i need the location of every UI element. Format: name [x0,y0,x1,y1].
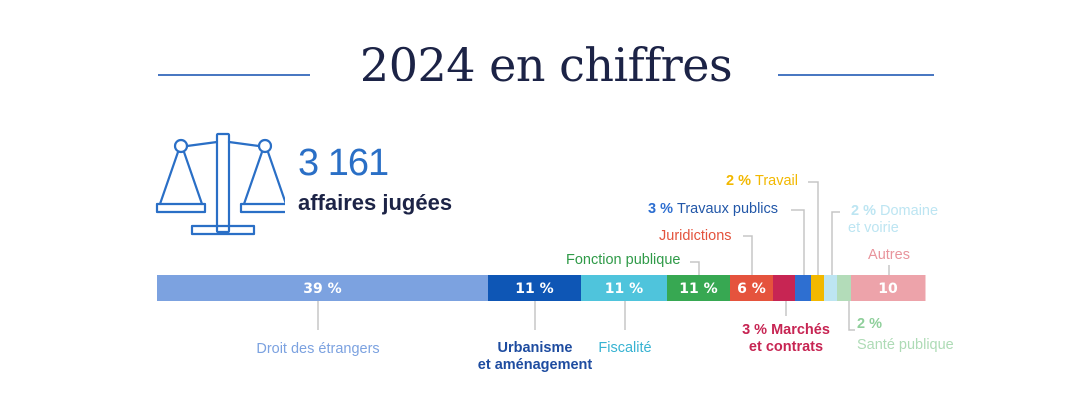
category-label: Fiscalité [598,340,651,356]
leader-line [831,211,840,275]
bar-segment [773,275,796,301]
category-percent: 2 % [726,173,755,189]
category-label: 3 % Marchés et contrats [742,322,830,355]
category-name: Travail [755,173,798,189]
bar-segment [824,275,838,301]
category-name: Fiscalité [598,340,651,356]
category-name: Domaine [880,203,938,219]
bar-segment [811,275,825,301]
category-name-line2: et aménagement [478,357,593,373]
category-name-line2: et contrats [749,339,823,355]
page-title: 2024 en chiffres [359,38,733,92]
category-label: 2 % Travail [726,173,798,189]
category-label: Urbanisme et aménagement [478,340,593,373]
category-label: 2 % Santé publique [857,316,954,353]
category-label: Autres [868,247,910,263]
category-percent: 3 % [742,322,771,338]
category-label: 3 % Travaux publics [648,201,778,217]
category-label: Fonction publique [566,252,680,268]
category-name: Juridictions [659,228,732,244]
category-label: Juridictions [659,228,732,244]
category-percent: 3 % [648,201,677,217]
leader-line [690,261,700,275]
cases-judged-count: 3 161 [298,142,389,184]
title-rule-left [158,74,310,76]
leader-line [791,209,805,275]
category-name: Marchés [771,322,830,338]
category-name: Droit des étrangers [256,341,379,357]
bar-segment [795,275,812,301]
category-percent: 2 % [857,316,882,332]
bar-segment [581,275,668,301]
bar-segment [851,275,926,301]
bar-segment [837,275,852,301]
bar-segment [730,275,774,301]
bar-value-label: 39 % [303,281,341,297]
category-name-line2: et voirie [848,220,899,236]
category-name: Fonction publique [566,252,680,268]
leader-line [743,235,753,275]
bar-segment [488,275,582,301]
category-name: Santé publique [857,337,954,353]
category-name: Autres [868,247,910,263]
title-rule-right [778,74,934,76]
bar-value-label: 6 % [737,281,766,297]
category-label: Droit des étrangers [256,341,379,357]
category-percent: 2 % [851,203,880,219]
scales-of-justice-icon [155,132,285,236]
bar-value-label: 11 % [515,281,553,297]
bar-segment [157,275,489,301]
category-name: Urbanisme [498,340,573,356]
bar-value-label: 11 % [605,281,643,297]
leader-line [848,301,855,331]
bar-segment [667,275,731,301]
bar-value-label: 10 [878,281,898,297]
cases-judged-label: affaires jugées [298,190,453,215]
category-name: Travaux publics [677,201,778,217]
leader-line [808,181,819,275]
category-label: 2 % Domaine et voirie [848,203,938,236]
bar-value-label: 11 % [679,281,717,297]
